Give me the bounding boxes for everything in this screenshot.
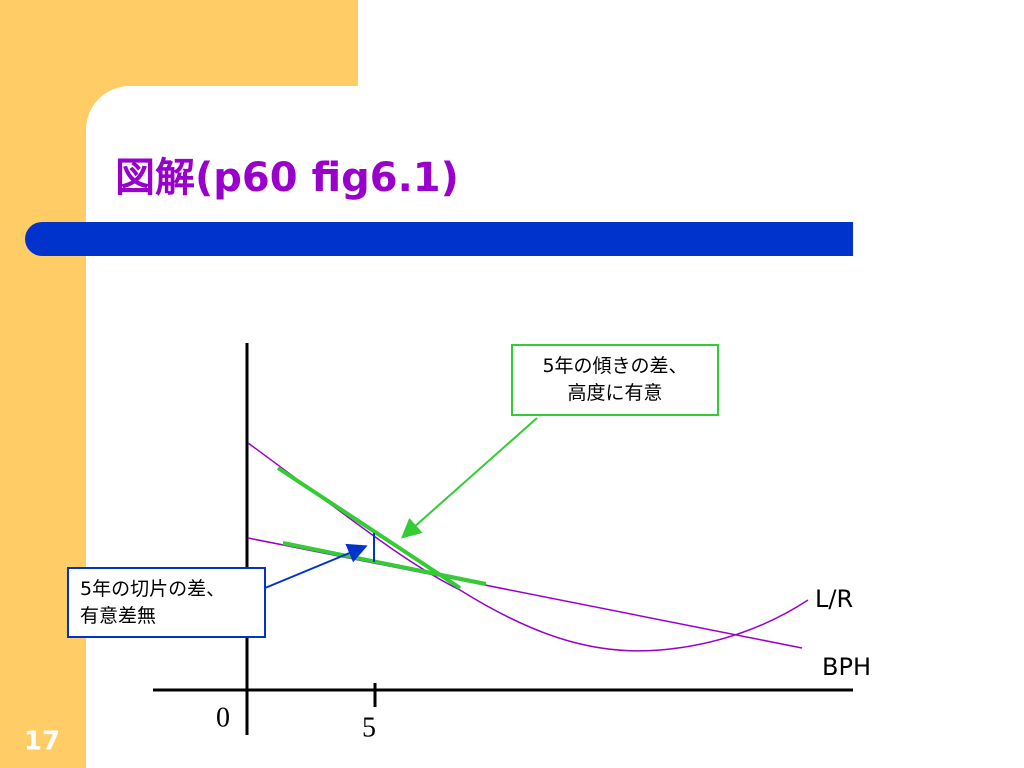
lr-curve — [247, 442, 809, 652]
callout-text: 高度に有意 — [567, 382, 662, 404]
top-band — [0, 0, 358, 86]
arrow — [401, 417, 538, 539]
callout-box — [67, 567, 266, 638]
callout-text: 5年の切片の差、 — [80, 578, 225, 600]
callout-line: 高度に有意 — [567, 382, 662, 404]
tangent — [282, 541, 487, 586]
callout-line: 5年の切片の差、 — [80, 578, 225, 600]
callout-text: 5年の傾きの差、 — [542, 355, 687, 377]
axis-label: 5 — [362, 712, 376, 743]
slide-number: 17 — [24, 727, 60, 757]
callout-line: 有意差無 — [80, 605, 156, 627]
callout-text: 有意差無 — [80, 605, 156, 627]
slide-title: 図解(p60 fig6.1) — [115, 155, 459, 201]
curve-label: BPH — [822, 653, 871, 681]
corner — [86, 86, 130, 130]
tangent — [276, 466, 462, 590]
arrow — [264, 543, 368, 589]
side-band — [0, 0, 86, 768]
axis-label: 0 — [216, 702, 230, 733]
callout-line: 5年の傾きの差、 — [542, 355, 687, 377]
callout-box — [511, 344, 719, 416]
curve-label: L/R — [815, 585, 853, 613]
title-bar — [25, 222, 853, 256]
